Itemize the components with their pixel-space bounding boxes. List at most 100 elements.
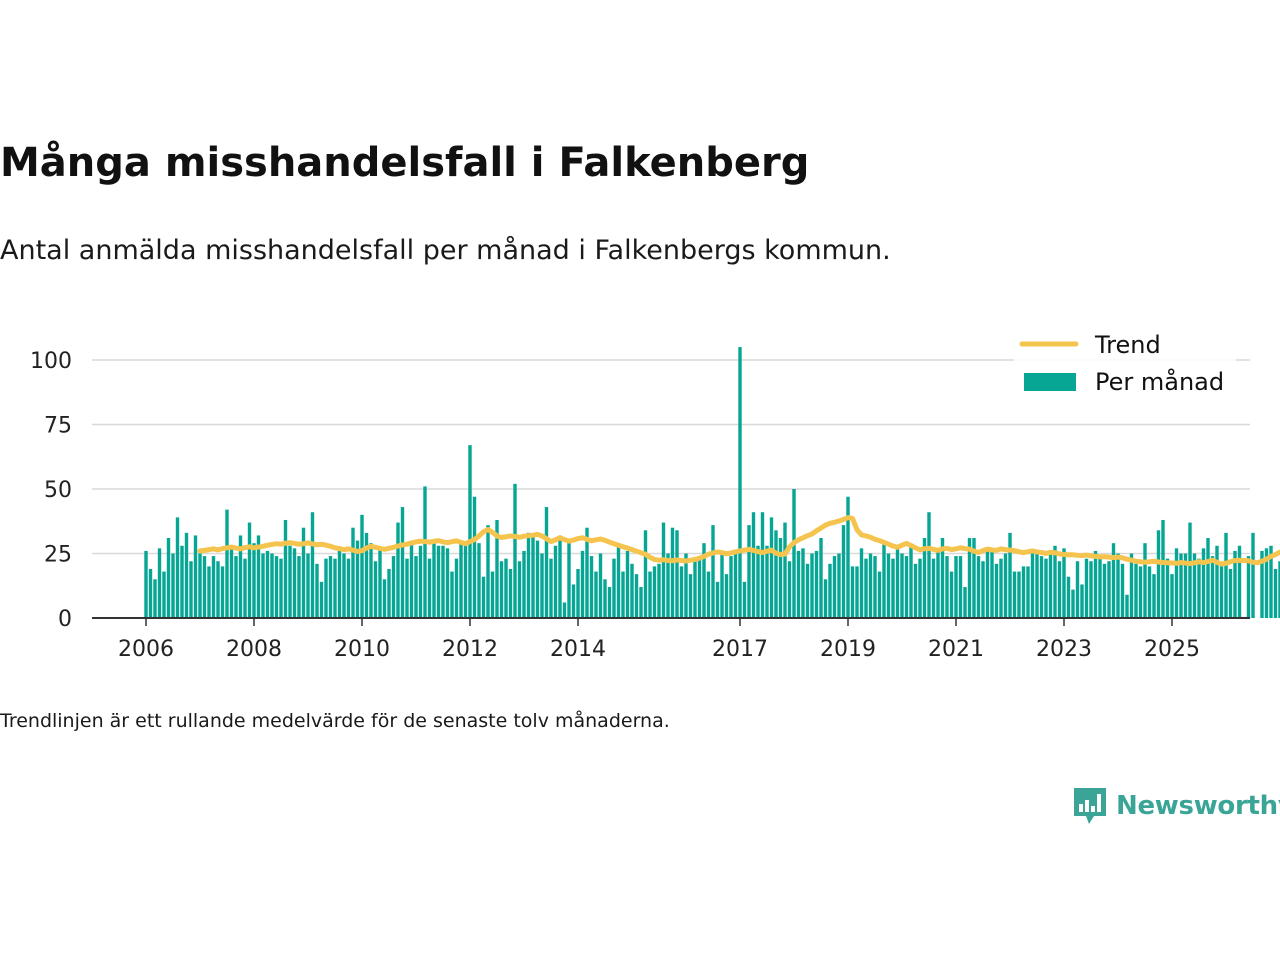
bar — [387, 568, 391, 618]
bar — [1206, 538, 1210, 618]
bar — [859, 548, 864, 618]
bar — [765, 545, 769, 618]
bar — [1228, 568, 1233, 618]
bar — [756, 545, 760, 618]
bar — [954, 556, 958, 618]
bar — [832, 556, 837, 618]
bar — [1111, 543, 1116, 618]
bar — [621, 571, 625, 618]
bar — [535, 540, 540, 618]
bar — [697, 556, 702, 618]
bar — [216, 561, 220, 618]
bar — [814, 550, 819, 618]
bar — [855, 566, 859, 618]
bar — [891, 558, 895, 618]
bar — [157, 548, 162, 618]
bar — [994, 563, 999, 618]
bar — [522, 550, 526, 618]
bar — [1179, 553, 1183, 618]
bar — [864, 558, 868, 618]
bar — [1089, 561, 1093, 618]
bar — [486, 525, 490, 618]
bar — [949, 571, 954, 618]
bar — [877, 571, 882, 618]
bar — [1138, 566, 1143, 618]
bar — [1197, 558, 1201, 618]
bar — [184, 532, 189, 618]
bar — [175, 517, 180, 618]
bar — [234, 556, 238, 618]
legend-label-trend: Trend — [1094, 331, 1161, 359]
x-axis-ticks: 2006 2008 2010 2012 2014 2017 2019 2021 2023 2025 — [118, 618, 1200, 662]
bar — [724, 574, 729, 618]
bar — [936, 550, 940, 618]
x-tick-label: 2023 — [1036, 637, 1092, 662]
bar — [571, 584, 576, 618]
bar — [846, 496, 850, 618]
bar — [1102, 563, 1107, 618]
brand-logo[interactable]: Newsworthy — [1072, 786, 1280, 826]
bar — [882, 540, 886, 618]
bar — [913, 563, 918, 618]
bar — [1192, 553, 1197, 618]
bar — [360, 514, 364, 618]
bar — [162, 571, 166, 618]
bar — [1215, 545, 1219, 618]
bar — [751, 512, 756, 618]
bar — [544, 507, 549, 618]
bar — [702, 543, 706, 618]
bar — [652, 566, 657, 618]
chart-title: Många misshandelsfall i Falkenberg — [0, 140, 810, 186]
bar — [643, 530, 648, 618]
legend: Trend Per månad — [1014, 326, 1236, 406]
bar — [963, 587, 967, 618]
bar — [400, 507, 405, 618]
bar — [972, 538, 976, 618]
bar — [414, 556, 418, 618]
bar — [432, 540, 436, 618]
bar — [1278, 561, 1280, 618]
bar — [927, 512, 931, 618]
bar — [666, 553, 670, 618]
bar — [427, 558, 432, 618]
footnote: Trendlinjen är ett rullande medelvärde f… — [0, 710, 670, 732]
bar — [733, 553, 738, 618]
bar — [1174, 548, 1179, 618]
bar — [616, 545, 621, 618]
bar — [562, 602, 567, 618]
bar-chart-speech-bubble-icon — [1074, 788, 1106, 824]
bar — [657, 563, 661, 618]
bar — [1017, 571, 1021, 618]
bar — [981, 561, 985, 618]
bar — [189, 561, 193, 618]
bar — [1143, 543, 1147, 618]
bar — [1273, 568, 1278, 618]
bar — [940, 538, 945, 618]
y-tick-label: 50 — [44, 478, 72, 503]
bar — [585, 527, 589, 618]
bar — [405, 558, 409, 618]
bar — [261, 553, 265, 618]
legend-per-month-swatch — [1024, 373, 1076, 391]
bar — [144, 550, 148, 618]
bar — [918, 558, 922, 618]
x-tick-label: 2019 — [820, 637, 876, 662]
bar — [265, 550, 270, 618]
bar — [873, 556, 877, 618]
bar — [850, 566, 855, 618]
bar — [337, 550, 342, 618]
bar — [324, 558, 328, 618]
bar — [580, 550, 585, 618]
bar — [283, 519, 288, 618]
bar — [490, 571, 495, 618]
bar — [292, 548, 297, 618]
bar — [1071, 589, 1075, 618]
bar — [409, 543, 414, 618]
bar — [1219, 563, 1224, 618]
bar — [1224, 532, 1228, 618]
bar — [1188, 522, 1192, 618]
bar — [1147, 566, 1152, 618]
bar — [477, 543, 481, 618]
bar — [747, 525, 751, 618]
